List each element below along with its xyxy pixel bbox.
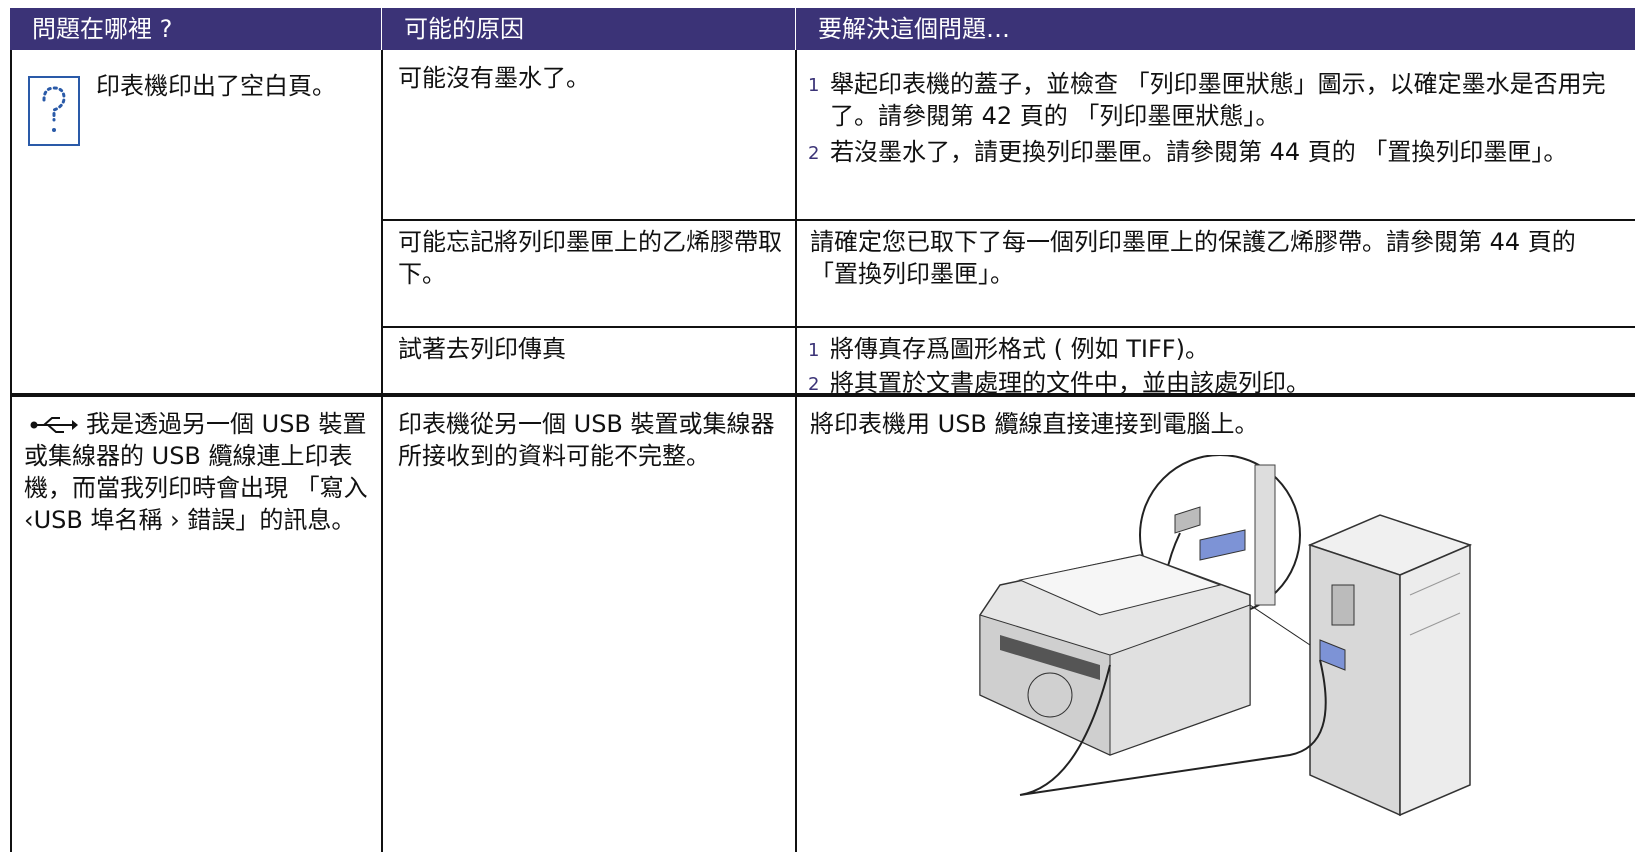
illustration (979, 455, 1473, 817)
problem: 我是透過另一個 USB 裝置或集線器的 USB 纜線連上印表機，而當我列印時會出… (24, 410, 368, 534)
solution: 請確定您已取下了每一個列印墨匣上的保護乙烯膠帶。請參閱第 44 頁的 「置換列印… (810, 228, 1576, 288)
step-number: 1 (808, 75, 820, 96)
step-number: 1 (808, 340, 820, 361)
problem: 印表機印出了空白頁。 (96, 72, 336, 100)
cause: 試著去列印傳真 (398, 335, 566, 363)
question-icon (28, 76, 80, 146)
border (10, 50, 12, 852)
solution: 1 舉起印表機的蓋子，並檢查 「列印墨匣狀態」圖示，以確定墨水是否用完了。請參閱第… (808, 68, 1623, 174)
step-text: 將其置於文書處理的文件中，並由該處列印。 (830, 369, 1310, 397)
step-text: 若沒墨水了，請更換列印墨匣。請參閱第 44 頁的 「置換列印墨匣」。 (830, 138, 1568, 166)
cause: 可能忘記將列印墨匣上的乙烯膠帶取下。 (398, 228, 782, 288)
cause: 印表機從另一個 USB 裝置或集線器所接收到的資料可能不完整。 (398, 410, 775, 470)
border (381, 50, 383, 852)
header-cell: 要解決這個問題… (796, 8, 1635, 50)
step-text: 將傳真存爲圖形格式 ( 例如 TIFF)。 (830, 335, 1209, 363)
step-number: 2 (808, 143, 820, 164)
solution: 1 將傳真存爲圖形格式 ( 例如 TIFF)。 2 將其置於文書處理的文件中，並由該… (808, 333, 1623, 401)
border (381, 326, 1635, 328)
border (10, 393, 1635, 397)
step-number: 2 (808, 374, 820, 395)
header-cell: 可能的原因 (382, 8, 795, 50)
cause: 可能沒有墨水了。 (398, 64, 590, 92)
solution: 將印表機用 USB 纜線直接連接到電腦上。 (810, 410, 1259, 438)
border (381, 219, 1635, 221)
border (795, 50, 797, 852)
header-cell: 問題在哪裡 ? (10, 8, 381, 50)
usb-icon (30, 417, 78, 433)
step-text: 舉起印表機的蓋子，並檢查 「列印墨匣狀態」圖示，以確定墨水是否用完了。請參閱第 … (830, 70, 1606, 130)
